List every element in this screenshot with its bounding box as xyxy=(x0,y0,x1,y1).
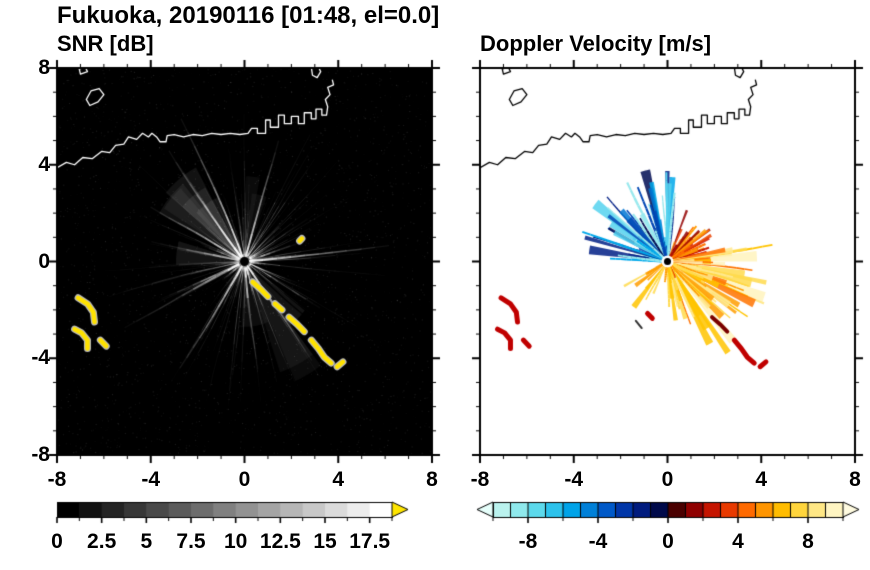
snr-y-tick-label: 4 xyxy=(38,152,50,176)
velocity-x-tick-label: -4 xyxy=(564,468,584,491)
snr-x-tick-label: -8 xyxy=(47,468,67,491)
snr-colorbar-label: 12.5 xyxy=(259,530,301,553)
snr-ppi-plot xyxy=(45,56,444,467)
snr-colorbar-label: 7.5 xyxy=(176,530,206,553)
velocity-colorbar-label: -4 xyxy=(588,530,608,553)
snr-y-tick-label: 8 xyxy=(38,56,50,79)
snr-x-tick-label: 4 xyxy=(332,468,345,491)
velocity-colorbar-label: 8 xyxy=(802,530,814,553)
snr-colorbar xyxy=(50,500,445,526)
velocity-colorbar xyxy=(473,500,868,526)
velocity-colorbar-label: 4 xyxy=(732,530,744,553)
velocity-x-tick-label: 4 xyxy=(755,468,768,491)
snr-panel-title: SNR [dB] xyxy=(57,31,154,56)
snr-colorbar-label: 17.5 xyxy=(349,530,391,553)
snr-x-tick-label: -4 xyxy=(141,468,161,491)
snr-y-tick-label: 0 xyxy=(38,249,50,273)
snr-colorbar-label: 2.5 xyxy=(87,530,117,553)
snr-x-tick-label: 0 xyxy=(238,468,251,491)
snr-y-tick-label: -4 xyxy=(31,346,50,370)
snr-colorbar-label: 15 xyxy=(313,530,337,553)
snr-y-tick-label: -8 xyxy=(31,443,50,466)
velocity-x-tick-label: -8 xyxy=(470,468,490,491)
velocity-x-tick-label: 0 xyxy=(661,468,674,491)
velocity-panel-title: Doppler Velocity [m/s] xyxy=(480,31,712,56)
snr-x-tick-label: 8 xyxy=(426,468,438,491)
velocity-colorbar-label: -8 xyxy=(518,530,538,553)
snr-colorbar-label: 5 xyxy=(140,530,153,553)
velocity-x-tick-label: 8 xyxy=(849,468,861,491)
snr-colorbar-label: 10 xyxy=(223,530,248,553)
velocity-colorbar-label: 0 xyxy=(662,530,674,553)
figure-title: Fukuoka, 20190116 [01:48, el=0.0] xyxy=(57,2,440,29)
snr-colorbar-label: 0 xyxy=(51,530,63,553)
velocity-ppi-plot xyxy=(468,56,867,467)
